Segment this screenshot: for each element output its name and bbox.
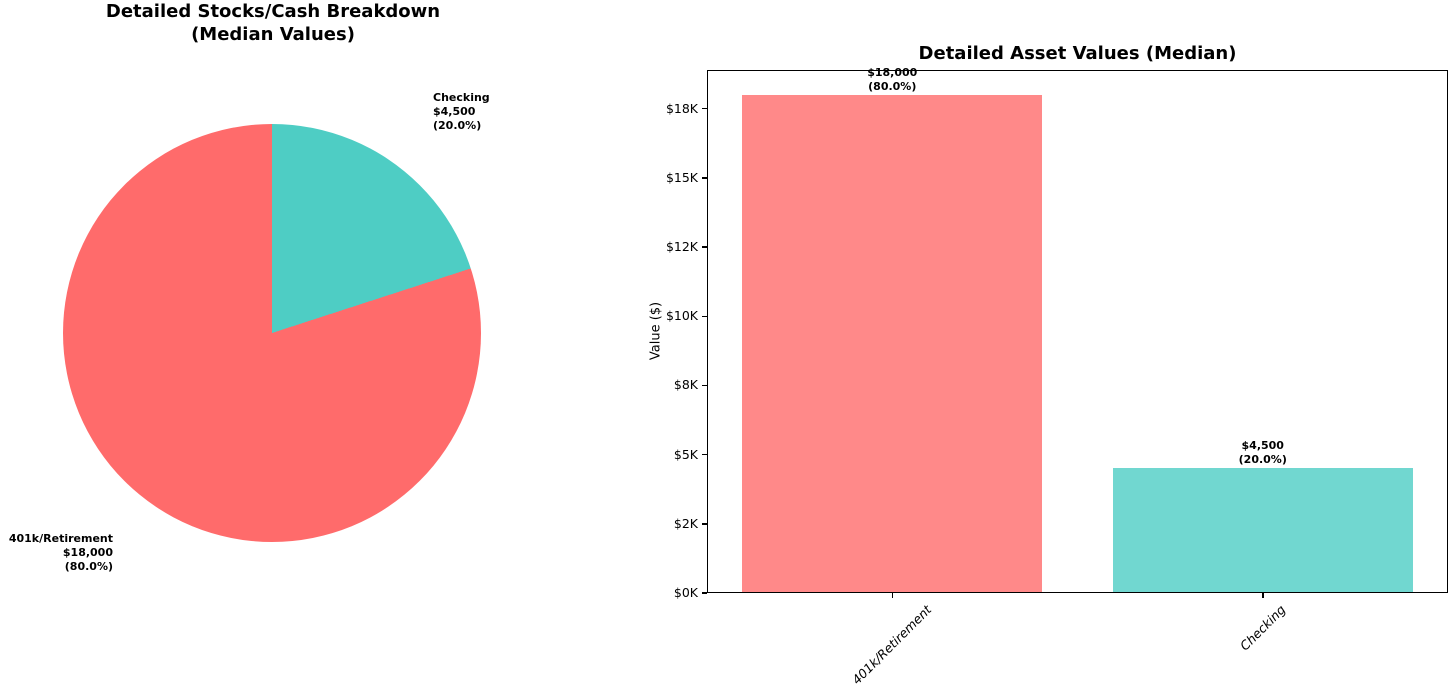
pie-chart [63,124,481,542]
y-tick-label: $0K [673,585,698,600]
y-tick-mark [701,315,707,318]
y-tick-label: $5K [673,446,698,462]
y-tick-mark [701,107,707,110]
pie-slice-label-checking: Checking $4,500 (20.0%) [433,91,490,132]
x-tick-mark [1262,593,1264,598]
y-tick-label: $10K [665,308,698,324]
y-tick-mark [701,246,707,248]
bar-value-label: $4,500 (20.0%) [1238,439,1287,467]
y-tick-label: $8K [673,377,698,393]
x-tick-label: Checking [1236,602,1289,654]
x-tick-label: 401k/Retirement [849,602,935,688]
y-tick-mark [701,592,707,594]
y-tick-mark [701,453,707,456]
y-tick-mark [701,177,707,179]
y-tick-label: $15K [665,169,698,185]
x-tick-mark [891,593,893,598]
bar-value-label: $18,000 (80.0%) [867,65,918,93]
y-tick-label: $18K [665,100,698,116]
y-axis-label: Value ($) [648,301,664,361]
y-tick-label: $2K [673,515,698,531]
y-tick-mark [701,523,707,525]
bar-chart-title: Detailed Asset Values (Median) [918,43,1237,64]
pie-slice-label-retirement: 401k/Retirement $18,000 (80.0%) [8,532,113,573]
bar-401k/Retirement [742,94,1043,593]
pie-chart-title: Detailed Stocks/Cash Breakdown (Median V… [105,1,441,45]
y-tick-label: $12K [665,239,698,255]
y-tick-mark [701,384,707,387]
bar-Checking [1112,468,1413,593]
